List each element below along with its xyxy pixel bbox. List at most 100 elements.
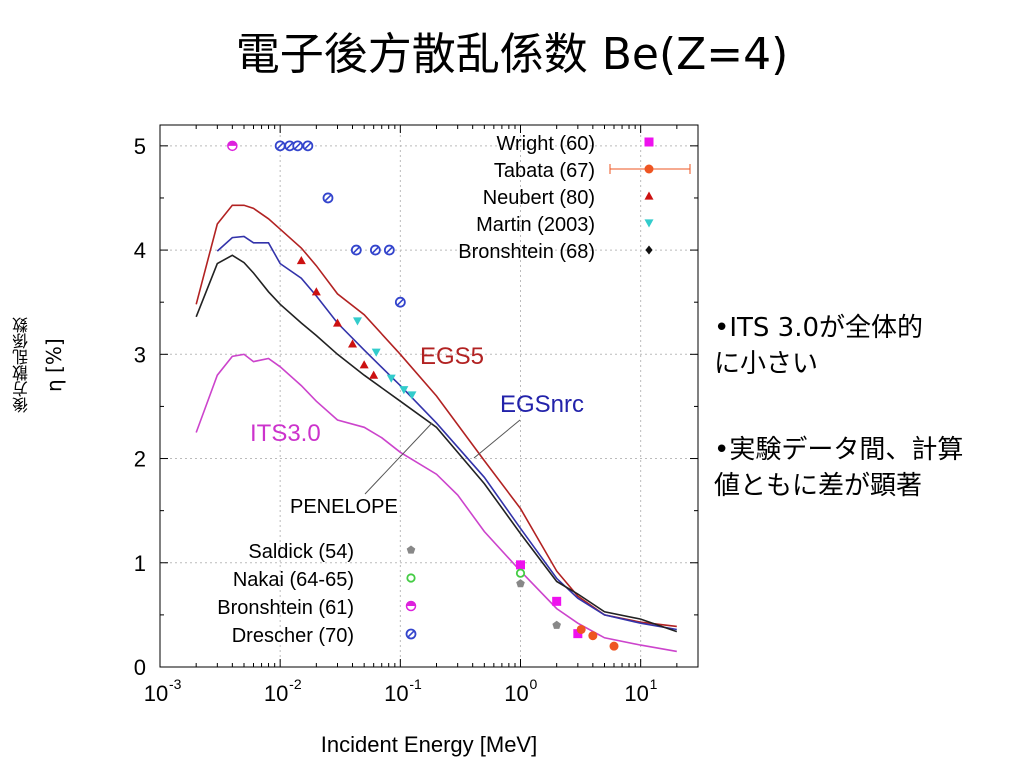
legend: Wright (60) Tabata (67) Neubert (80) Martin… [217,133,691,647]
data-point [552,620,561,629]
x-axis-label: Incident Energy [MeV] [321,732,537,757]
data-point [407,391,417,400]
hatched-circle-hatch [286,142,293,150]
x-tick-label: 10 [384,681,408,706]
data-point [369,370,379,379]
curve-label-its3: ITS3.0 [250,420,321,447]
legend-marker [644,137,654,147]
legend-label: Martin (2003) [476,214,595,236]
hatched-circle-hatch [397,298,404,306]
legend-marker [406,545,416,554]
y-tick-label: 5 [134,134,146,159]
triangle-up-mark [311,287,321,296]
triangle-up-mark [348,339,358,348]
data-point [588,631,598,641]
curve-egsnrc [216,235,677,631]
note-its: •ITS 3.0が全体的 に小さい [714,310,1014,382]
data-point [386,374,396,383]
y-tick-label: 3 [134,342,146,367]
note-differences-line1: •実験データ間、計算 [714,435,964,465]
circle-mark [576,624,586,634]
plot-frame [159,124,699,668]
legend-label: Drescher (70) [232,625,354,647]
legend-label: Saldick (54) [248,541,354,563]
penelope-pointer-line [364,422,433,495]
data-point [399,386,409,395]
model-curves [195,204,678,653]
legend-marker [644,164,654,174]
x-tick-label: 10 [504,681,528,706]
legend-label: Bronshtein (61) [217,597,354,619]
data-point [352,317,362,326]
square-mark [573,629,583,639]
hatched-circle-hatch [407,630,415,638]
pentagon-mark [552,620,561,629]
grid-lines [160,125,698,667]
y-tick-label: 0 [134,655,146,680]
legend-label: Bronshtein (68) [458,241,595,263]
x-tick-label-exponent: -2 [289,676,302,692]
data-point [515,560,525,570]
hatched-circle-hatch [386,246,393,254]
curve-label-egs5: EGS5 [420,343,484,370]
data-point [227,140,238,152]
circle-mark [609,641,619,651]
triangle-down-mark [407,391,417,400]
square-mark [644,137,654,147]
hatched-circle-hatch [276,142,284,150]
hatched-circle-hatch [304,142,312,150]
data-point [552,596,562,606]
x-tick-label-exponent: 0 [529,676,537,692]
data-point [302,140,314,152]
legend-marker [406,573,416,583]
legend-marker [405,628,417,640]
curve-its30 [195,353,677,653]
triangle-up-mark [644,191,654,200]
hatched-circle-hatch [324,194,332,202]
pentagon-mark [406,545,416,554]
data-point [609,641,619,651]
circle-mark [644,164,654,174]
half-circle-fill [406,601,416,606]
triangle-up-mark [296,256,306,265]
open-circle-mark [406,573,416,583]
x-tick-label: 10 [144,681,168,706]
note-differences: •実験データ間、計算 値ともに差が顕著 [714,432,1014,504]
x-tick-label-exponent: -3 [169,676,182,692]
triangle-down-mark [371,348,381,357]
curve-penelope [195,254,678,633]
half-circle-fill [227,141,237,146]
data-point [348,339,358,348]
hatched-circle-hatch [353,246,360,254]
circle-mark [588,631,598,641]
y-tick-label: 1 [134,551,146,576]
x-tick-label: 10 [624,681,648,706]
data-point [311,287,321,296]
data-point [292,140,304,152]
slide-title: 電子後方散乱係数 Be(Z=4) [235,29,789,80]
legend-marker [645,245,653,255]
triangle-up-mark [369,370,379,379]
legend-label: Wright (60) [496,133,595,155]
x-tick-label: 10 [264,681,288,706]
legend-label: Tabata (67) [494,160,595,182]
triangle-down-mark [644,219,654,228]
square-mark [552,596,562,606]
note-its-line1: •ITS 3.0が全体的 [714,313,924,343]
y-tick-label: 4 [134,238,146,263]
triangle-down-mark [399,386,409,395]
data-point [369,244,381,256]
legend-marker [644,191,654,200]
data-point [296,256,306,265]
legend-label: Neubert (80) [483,187,595,209]
curve-label-penelope: PENELOPE [290,496,398,518]
x-tick-label-exponent: 1 [650,676,658,692]
data-point [333,318,343,327]
y-tick-label: 2 [134,447,146,472]
data-point [371,348,381,357]
legend-marker [405,600,417,612]
pentagon-mark [516,579,525,588]
triangle-up-mark [333,318,343,327]
data-point [394,296,406,308]
